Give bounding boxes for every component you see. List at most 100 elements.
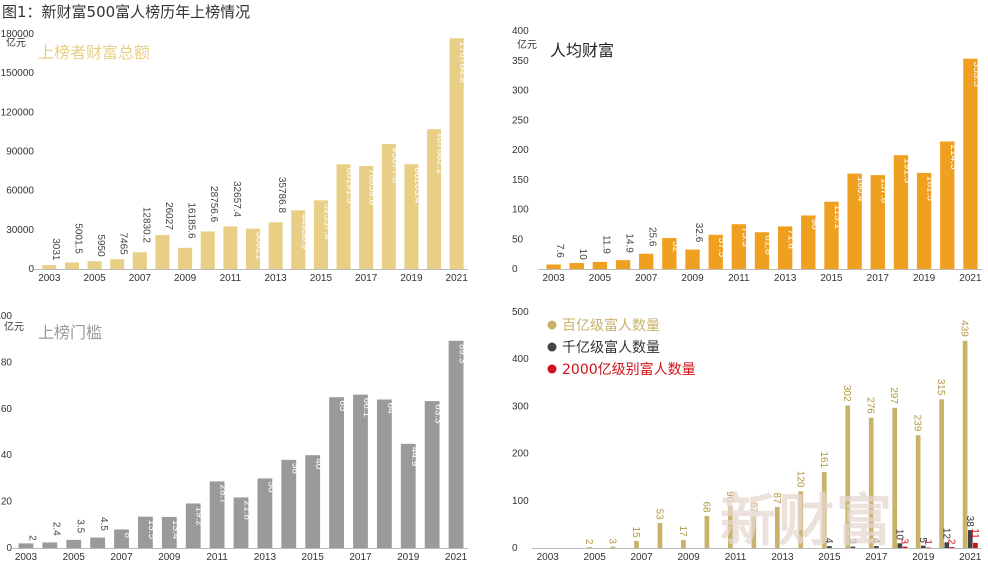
data-label-series-0: 68 — [700, 502, 711, 514]
bar-threshold — [233, 497, 249, 548]
x-tick-label: 2003 — [38, 273, 61, 284]
y-tick-label: 40 — [1, 450, 13, 461]
data-label-total: 80191.5 — [344, 167, 355, 204]
plot-area-threshold: 0 20 40 60 80 100 2003 2005 2007 2009 2011 2013 2015… — [0, 311, 468, 563]
bar-threshold — [185, 503, 201, 548]
bar-threshold — [66, 539, 82, 548]
data-label-avg: 57.5 — [716, 238, 727, 258]
legend-marker-hundred-yi — [547, 320, 557, 330]
data-label-total: 16185.6 — [186, 202, 197, 239]
bar-avg — [940, 141, 955, 269]
bar-total — [313, 200, 328, 269]
data-label-threshold: 13.5 — [146, 520, 157, 540]
bar-total — [404, 164, 419, 269]
bar-total — [449, 38, 464, 270]
bar-total — [245, 228, 261, 269]
data-label-series-0: 439 — [959, 320, 970, 337]
chart-threshold-title: 上榜门槛 — [38, 323, 102, 342]
bar-series-0 — [634, 540, 639, 548]
bar-threshold — [353, 394, 368, 548]
bar-avg — [916, 172, 932, 269]
bar-total — [110, 259, 125, 269]
data-label-avg: 160.4 — [855, 177, 866, 202]
data-label-series-0: 2 — [583, 539, 594, 545]
legend-marker-thousand-yi — [547, 342, 557, 352]
data-label-series-2: 11 — [969, 528, 980, 539]
data-label-threshold: 2.4 — [50, 522, 61, 536]
x-tick-label: 2003 — [542, 273, 565, 284]
bar-avg — [592, 261, 608, 269]
y-tick-label: 400 — [512, 354, 529, 365]
bar-total — [64, 262, 79, 269]
y-tick-label: 60000 — [6, 186, 34, 197]
bar-series-0 — [657, 522, 663, 548]
data-label-avg: 11.9 — [600, 235, 611, 254]
bar-threshold — [376, 399, 392, 548]
x-tick-label: 2005 — [83, 273, 106, 284]
data-label-series-0: 17 — [677, 526, 688, 538]
bar-avg — [963, 58, 978, 270]
plot-area-count: 0 100 200 300 400 500 2003 2005 2007 2009 2011 2013… — [512, 307, 982, 563]
bar-series-0 — [681, 539, 686, 548]
bar-avg — [801, 215, 816, 269]
y-tick-label: 100 — [512, 205, 529, 216]
bar-avg — [731, 224, 747, 269]
y-tick-label: 100 — [0, 311, 12, 322]
y-tick-label: 0 — [512, 543, 518, 554]
bar-series-0 — [587, 547, 592, 548]
bar-total — [427, 129, 442, 269]
data-label-series-0: 67 — [747, 502, 758, 514]
data-label-threshold: 3.5 — [74, 519, 85, 533]
data-label-total: 107082.1 — [435, 132, 446, 174]
bar-series-1 — [850, 546, 856, 548]
chart-total-unit: 亿元 — [6, 36, 26, 49]
chart-threshold-unit: 亿元 — [4, 320, 24, 333]
data-label-threshold: 13.4 — [170, 520, 181, 540]
data-label-threshold: 89.3 — [457, 344, 468, 364]
data-label-threshold: 30 — [265, 481, 276, 493]
data-label-total: 44936.9 — [299, 213, 310, 250]
bar-avg — [824, 201, 839, 269]
bar-series-0 — [892, 407, 898, 548]
data-label-avg: 90 — [809, 218, 820, 230]
y-tick-label: 350 — [512, 56, 529, 67]
x-tick-label: 2013 — [771, 552, 794, 563]
data-label-threshold: 21.8 — [242, 500, 253, 520]
x-tick-label: 2019 — [912, 552, 935, 563]
bar-threshold — [400, 443, 416, 548]
bar-total — [336, 164, 351, 269]
y-tick-label: 50 — [512, 234, 524, 245]
data-label-avg: 71.6 — [786, 229, 797, 249]
x-tick-label: 2011 — [728, 273, 750, 284]
x-tick-label: 2021 — [959, 273, 982, 284]
data-label-avg: 61.8 — [763, 235, 774, 255]
bar-total — [223, 226, 238, 269]
data-label-threshold: 40 — [313, 458, 324, 470]
bar-total — [132, 252, 147, 269]
bar-series-1 — [874, 546, 879, 548]
data-label-total: 176764.8 — [457, 41, 468, 83]
y-tick-label: 0 — [512, 264, 518, 275]
x-tick-label: 2011 — [206, 552, 228, 563]
x-tick-label: 2007 — [631, 552, 654, 563]
x-tick-label: 2017 — [349, 552, 372, 563]
x-tick-label: 2003 — [537, 552, 560, 563]
data-label-series-2: 2 — [945, 539, 956, 545]
bar-threshold — [257, 478, 273, 548]
x-tick-label: 2017 — [867, 273, 890, 284]
y-tick-label: 300 — [512, 86, 529, 97]
bar-series-1 — [944, 542, 950, 548]
bar-series-0 — [728, 505, 733, 548]
data-label-series-0: 3 — [606, 538, 617, 544]
data-label-series-1: 4 — [870, 538, 881, 544]
data-label-series-0: 87 — [771, 493, 782, 505]
chart-count-legend: 百亿级富人数量 千亿级富人数量 2000亿级别富人数量 — [547, 317, 696, 378]
bar-series-2 — [902, 546, 908, 548]
data-label-series-1: 3 — [846, 538, 857, 544]
x-tick-label: 2003 — [15, 552, 38, 563]
x-tick-label: 2011 — [220, 273, 242, 284]
data-label-avg: 10 — [577, 249, 588, 261]
x-tick-label: 2009 — [677, 552, 700, 563]
data-label-series-1: 10 — [893, 529, 904, 541]
